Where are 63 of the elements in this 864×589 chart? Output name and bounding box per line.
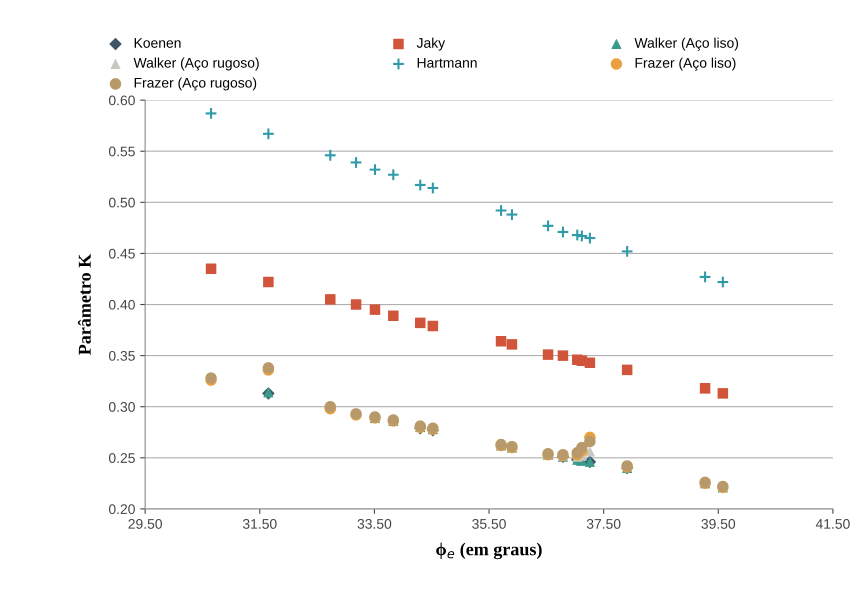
y-tick-label: 0.60 <box>108 95 135 106</box>
point <box>386 168 400 182</box>
point <box>494 204 508 217</box>
point <box>700 383 710 394</box>
point <box>542 349 554 360</box>
y-tick-label: 0.25 <box>108 453 135 463</box>
point <box>620 244 634 258</box>
x-tick-label: 31.50 <box>242 518 277 529</box>
point <box>622 364 632 376</box>
legend-label: Jaky <box>416 38 446 51</box>
point <box>584 358 596 368</box>
legend-label: Frazer (Aço rugoso) <box>134 77 256 90</box>
point <box>324 148 337 162</box>
x-tick-label: 39.50 <box>701 518 736 529</box>
point <box>570 228 584 242</box>
x-tick-label: 29.50 <box>128 518 162 529</box>
point <box>350 156 362 169</box>
y-tick-label: 0.55 <box>108 146 135 156</box>
point <box>204 106 218 120</box>
y-tick-label: 0.40 <box>108 300 135 310</box>
y-tick-label: 0.50 <box>108 198 135 208</box>
y-axis-title: Parâmetro K <box>78 254 91 355</box>
y-tick-label: 0.20 <box>108 504 135 514</box>
point <box>576 442 588 454</box>
point <box>388 310 399 322</box>
x-tick-label: 37.50 <box>586 518 620 529</box>
point <box>716 276 730 288</box>
point <box>206 263 216 274</box>
point <box>556 226 570 238</box>
y-tick-label: 0.45 <box>108 248 135 259</box>
legend-label: Hartmann <box>418 58 477 68</box>
point <box>542 219 554 232</box>
legend-label: Frazer (Aço liso) <box>636 58 736 71</box>
point <box>583 232 596 245</box>
point <box>428 320 438 332</box>
point <box>506 208 518 222</box>
point <box>350 299 362 310</box>
point <box>506 339 518 350</box>
point <box>558 350 568 361</box>
y-tick-label: 0.30 <box>108 402 135 412</box>
point <box>263 387 274 398</box>
point <box>262 127 275 140</box>
point <box>370 304 380 315</box>
y-tick-label: 0.35 <box>108 350 135 361</box>
point <box>426 182 440 194</box>
point <box>414 318 426 328</box>
x-tick-label: 35.50 <box>472 518 506 529</box>
legend-label: Koenen <box>134 38 181 48</box>
x-tick-label: 33.50 <box>358 518 392 529</box>
point <box>718 388 728 399</box>
point <box>698 270 712 284</box>
point <box>584 436 596 448</box>
point <box>324 400 336 412</box>
x-axis-title: ϕ$_{e}$ (em graus) <box>436 542 542 560</box>
point <box>496 336 506 347</box>
point <box>414 178 427 192</box>
point <box>584 446 595 457</box>
point <box>325 294 336 305</box>
x-tick-label: 41.50 <box>816 518 850 529</box>
legend-label: Walker (Aço rugoso) <box>134 58 259 71</box>
point <box>263 276 274 288</box>
legend-label: Walker (Aço liso) <box>634 38 738 51</box>
point <box>368 163 382 176</box>
